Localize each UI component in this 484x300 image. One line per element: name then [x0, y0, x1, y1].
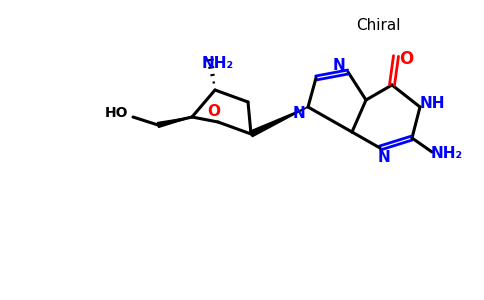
Polygon shape — [250, 107, 308, 137]
Text: NH: NH — [419, 95, 445, 110]
Text: O: O — [208, 104, 221, 119]
Text: N: N — [378, 149, 391, 164]
Text: N: N — [333, 58, 346, 73]
Text: Chiral: Chiral — [356, 17, 400, 32]
Polygon shape — [157, 117, 192, 128]
Text: NH₂: NH₂ — [202, 56, 234, 71]
Text: NH₂: NH₂ — [431, 146, 463, 161]
Text: N: N — [293, 106, 305, 121]
Text: HO: HO — [105, 106, 129, 120]
Text: O: O — [399, 50, 413, 68]
